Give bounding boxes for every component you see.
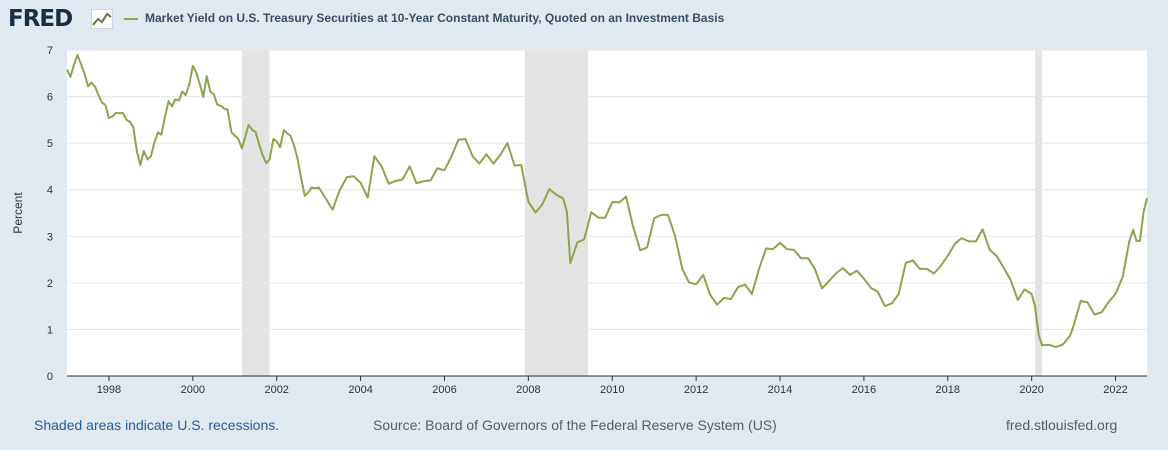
y-tick-label: 6 (47, 92, 53, 104)
legend-series-label: Market Yield on U.S. Treasury Securities… (145, 11, 725, 25)
source-text: Source: Board of Governors of the Federa… (373, 417, 777, 433)
y-tick-label: 4 (47, 185, 53, 197)
grid-lines (67, 49, 1147, 377)
x-tick-label: 2010 (600, 384, 624, 396)
series-group (66, 54, 1148, 349)
recession-note-link[interactable]: Shaded areas indicate U.S. recessions. (34, 417, 280, 433)
y-tick-label: 2 (47, 278, 53, 290)
y-tick-label: 1 (47, 324, 53, 336)
recession-band-2 (525, 50, 588, 376)
site-link[interactable]: fred.stlouisfed.org (1006, 417, 1118, 433)
recession-band-1 (241, 50, 270, 376)
x-tick-label: 2000 (181, 384, 205, 396)
y-tick-label: 0 (47, 371, 53, 383)
y-tick-label: 3 (47, 231, 53, 243)
x-tick-label: 2016 (852, 384, 876, 396)
x-axis-ticks: 1998 2000 2002 2004 2006 2008 2010 2012 2014 2016… (97, 376, 1128, 396)
x-tick-label: 2020 (1019, 384, 1043, 396)
x-tick-label: 1998 (97, 384, 121, 396)
x-tick-label: 2002 (264, 384, 288, 396)
y-axis-label: Percent (11, 192, 25, 234)
y-axis-ticks: 0 1 2 3 4 5 6 7 (47, 45, 53, 383)
fred-chart-logo-icon (91, 9, 113, 29)
y-tick-label: 7 (47, 45, 53, 57)
legend-line-swatch (124, 18, 138, 20)
x-tick-label: 2018 (936, 384, 960, 396)
x-tick-label: 2008 (516, 384, 540, 396)
fred-logo[interactable]: FRED (8, 6, 73, 32)
line-chart: 0 1 2 3 4 5 6 7 1998 2000 2002 2004 2006 2008 2010 201… (11, 45, 1148, 396)
series-line-1 (66, 54, 1148, 349)
chart-header: FRED Market Yield on U.S. Treasury Secur… (0, 0, 1168, 40)
x-tick-label: 2012 (684, 384, 708, 396)
x-tick-label: 2022 (1103, 384, 1127, 396)
recession-band-3 (1035, 50, 1043, 376)
x-tick-label: 2004 (348, 384, 372, 396)
x-tick-label: 2006 (432, 384, 456, 396)
x-tick-label: 2014 (768, 384, 792, 396)
y-tick-label: 5 (47, 138, 53, 150)
